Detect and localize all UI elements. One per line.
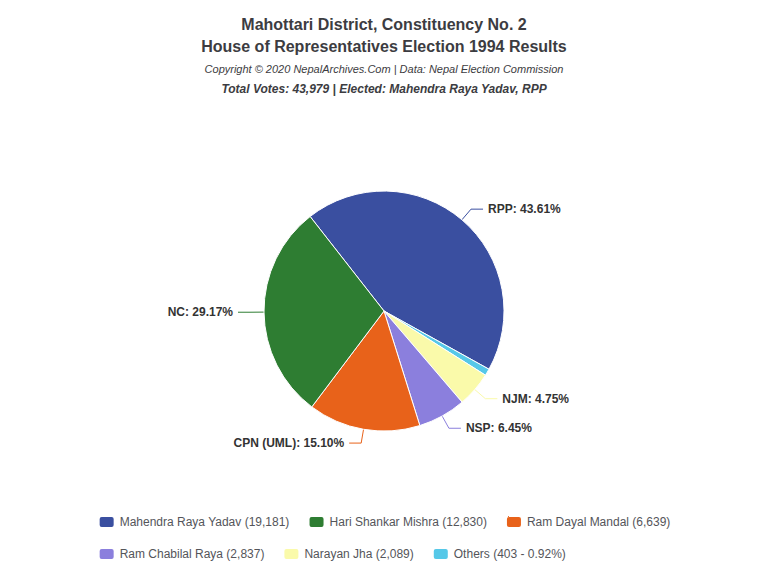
svg-text:NJM: 4.75%: NJM: 4.75% bbox=[502, 392, 569, 406]
svg-text:Others (403 - 0.92%): Others (403 - 0.92%) bbox=[454, 547, 566, 561]
svg-text:Total Votes: 43,979 | Elected:: Total Votes: 43,979 | Elected: Mahendra … bbox=[221, 82, 547, 96]
svg-text:Mahottari District, Constituen: Mahottari District, Constituency No. 2 bbox=[241, 16, 526, 33]
svg-text:RPP: 43.61%: RPP: 43.61% bbox=[488, 202, 561, 216]
svg-text:NSP: 6.45%: NSP: 6.45% bbox=[466, 421, 532, 435]
svg-text:Ram Chabilal Raya (2,837): Ram Chabilal Raya (2,837) bbox=[120, 547, 265, 561]
svg-text:Narayan Jha (2,089): Narayan Jha (2,089) bbox=[304, 547, 413, 561]
svg-text:NC: 29.17%: NC: 29.17% bbox=[168, 305, 234, 319]
svg-text:Hari Shankar Mishra (12,830): Hari Shankar Mishra (12,830) bbox=[330, 515, 487, 529]
svg-text:Ram Dayal Mandal (6,639): Ram Dayal Mandal (6,639) bbox=[527, 515, 670, 529]
svg-text:House of Representatives Elect: House of Representatives Election 1994 R… bbox=[201, 38, 567, 55]
svg-text:Copyright © 2020 NepalArchives: Copyright © 2020 NepalArchives.Com | Dat… bbox=[205, 63, 564, 75]
svg-text:Mahendra Raya Yadav (19,181): Mahendra Raya Yadav (19,181) bbox=[120, 515, 290, 529]
svg-text:CPN (UML): 15.10%: CPN (UML): 15.10% bbox=[233, 436, 344, 450]
